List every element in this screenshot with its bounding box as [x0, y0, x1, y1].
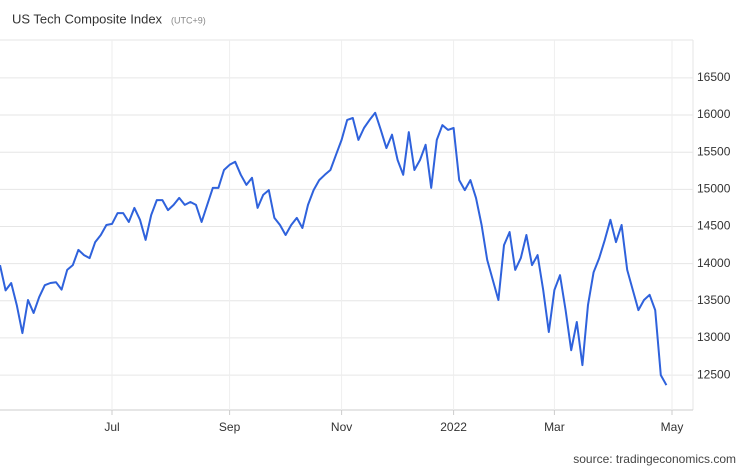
- y-tick-label: 16000: [697, 107, 731, 121]
- y-tick-label: 12500: [697, 367, 731, 381]
- y-tick-label: 14500: [697, 219, 731, 233]
- y-tick-label: 13500: [697, 293, 731, 307]
- chart-subtitle: (UTC+9): [171, 15, 206, 25]
- x-tick-label: Jul: [104, 420, 119, 434]
- source-note: source: tradingeconomics.com: [573, 452, 736, 466]
- y-tick-label: 15500: [697, 144, 731, 158]
- x-tick-label: 2022: [440, 420, 467, 434]
- price-line: [0, 111, 668, 386]
- y-tick-label: 16500: [697, 70, 731, 84]
- x-tick-label: Nov: [331, 420, 352, 434]
- y-tick-label: 15000: [697, 182, 731, 196]
- y-tick-label: 14000: [697, 256, 731, 270]
- y-tick-label: 13000: [697, 330, 731, 344]
- x-tick-label: Mar: [544, 420, 565, 434]
- chart-title: US Tech Composite Index: [12, 11, 163, 26]
- x-tick-label: Sep: [219, 420, 241, 434]
- x-tick-label: May: [661, 420, 684, 434]
